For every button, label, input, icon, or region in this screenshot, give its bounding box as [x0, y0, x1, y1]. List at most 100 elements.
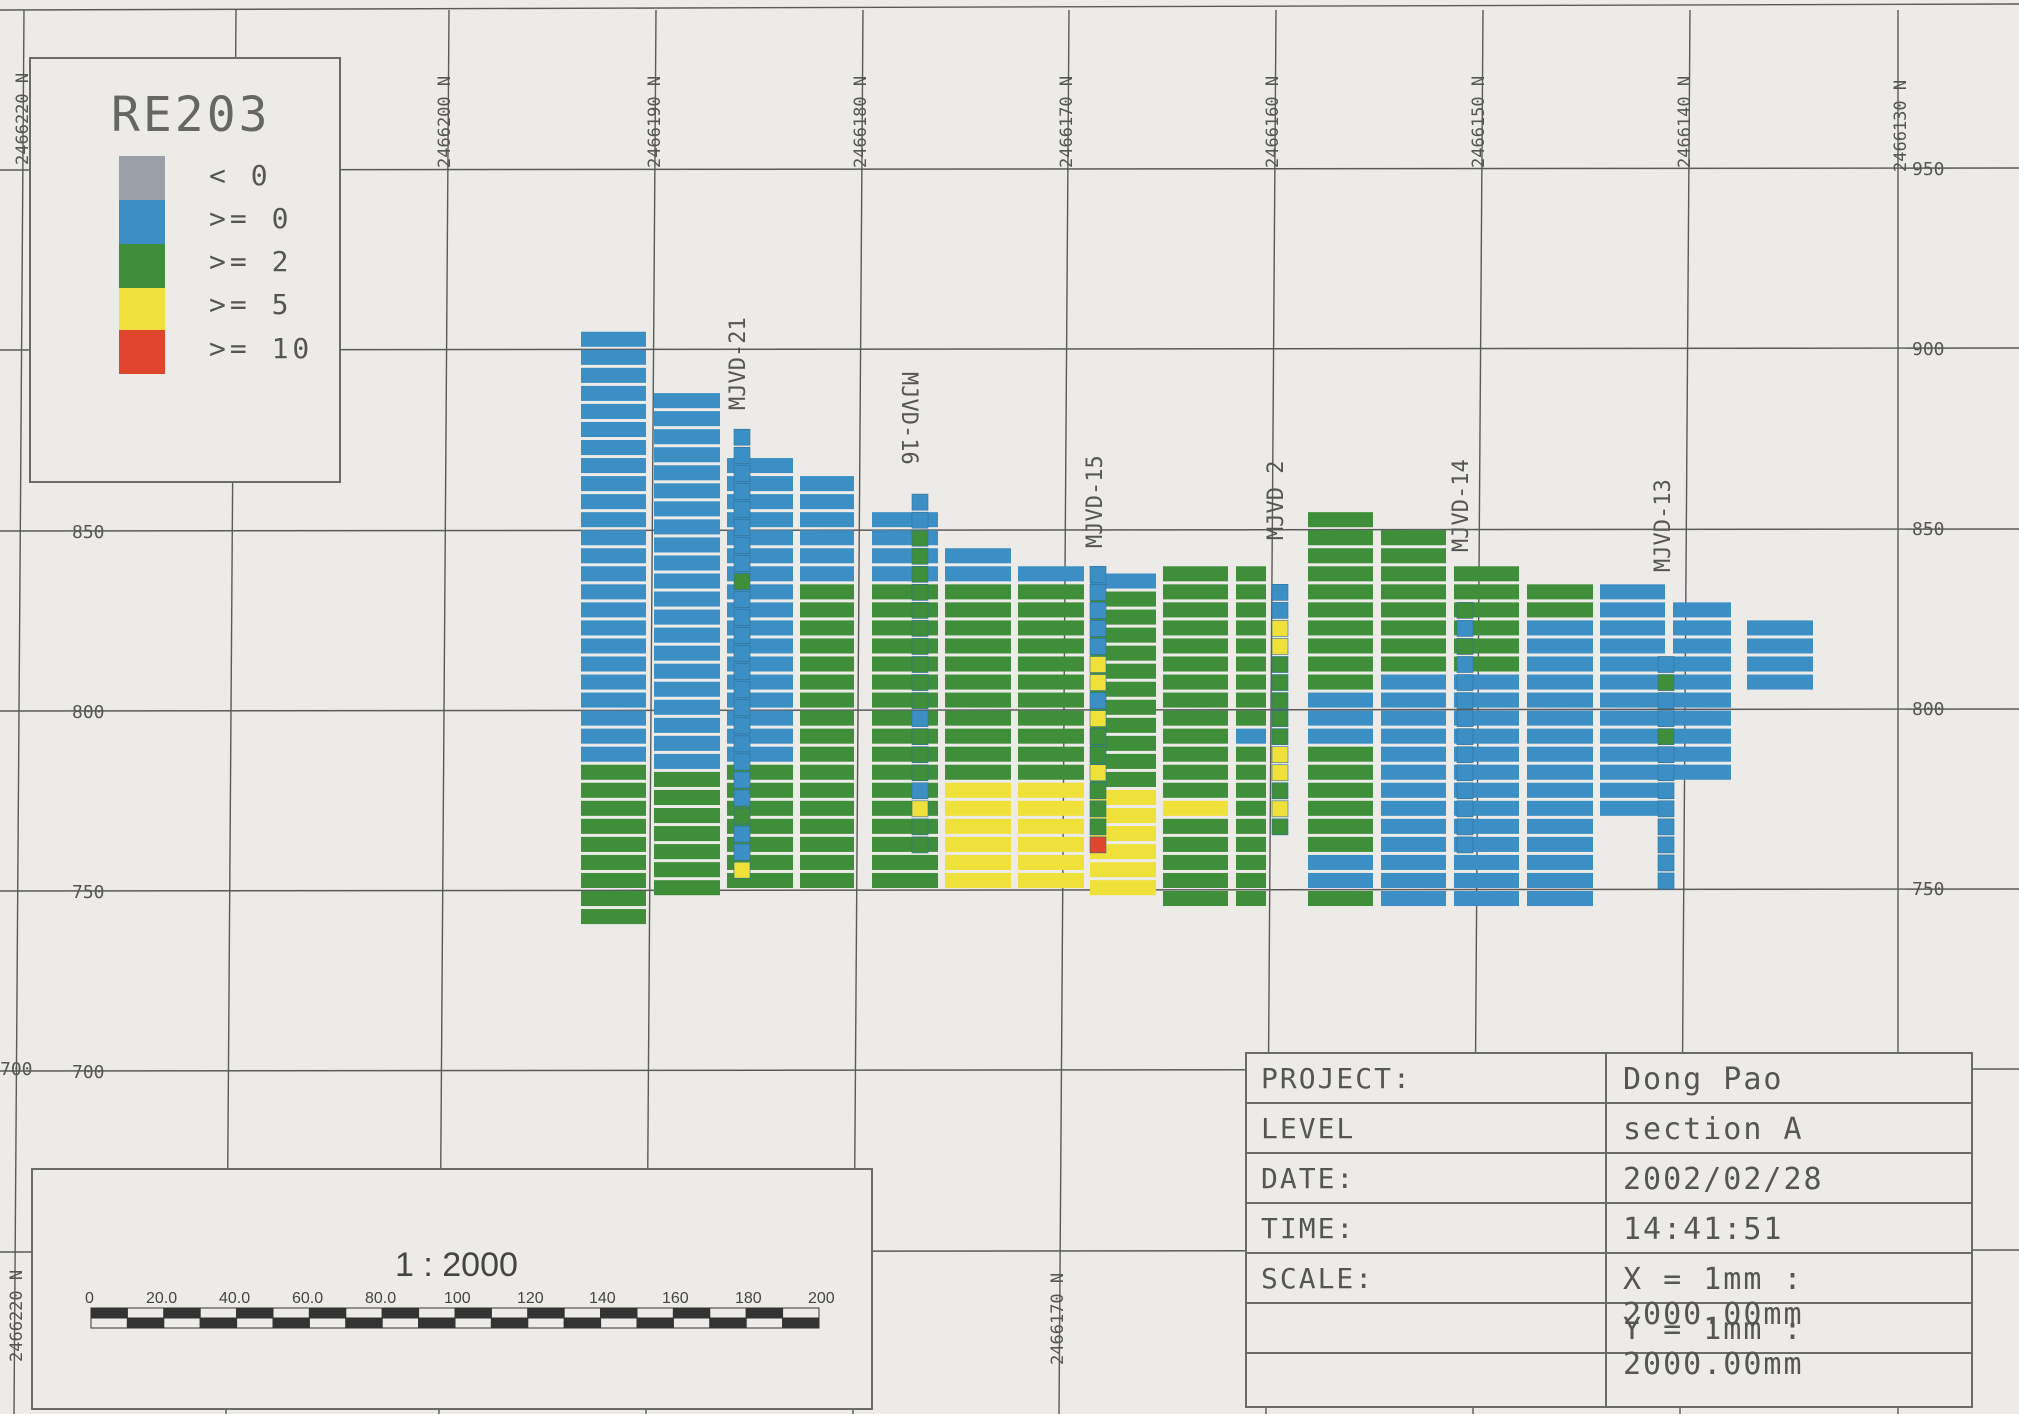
block-cell: [581, 710, 646, 726]
drillhole-interval: [1271, 638, 1289, 655]
drillhole-interval: [1089, 818, 1107, 836]
block-model: [581, 331, 1813, 925]
drillhole-interval: [1657, 854, 1675, 872]
drillhole-interval: [1271, 746, 1289, 764]
block-cell: [581, 403, 646, 419]
scale-segment: [672, 1317, 711, 1329]
block-cell: [1527, 620, 1593, 636]
drillhole-interval: [733, 717, 751, 735]
drillhole-interval: [733, 735, 751, 753]
block-cell: [1090, 862, 1156, 878]
block-cell: [1236, 872, 1266, 888]
scale-segment: [454, 1307, 492, 1319]
block-cell: [1236, 584, 1266, 600]
scale-segment: [600, 1307, 638, 1319]
title-row-level: LEVEL section A: [1247, 1104, 1971, 1154]
scale-segment: [199, 1317, 238, 1329]
block-cell: [581, 818, 646, 834]
block-cell: [581, 367, 646, 383]
scale-bar: [90, 1307, 820, 1329]
block-cell: [1018, 854, 1084, 870]
block-cell: [581, 331, 646, 347]
block-cell: [1018, 638, 1084, 654]
block-cell: [654, 844, 720, 860]
block-cell: [654, 519, 720, 535]
block-cell: [654, 735, 720, 751]
drillhole-interval: [733, 519, 751, 536]
block-cell: [800, 548, 854, 564]
block-cell: [1090, 645, 1156, 661]
drillhole-interval: [733, 428, 751, 446]
block-cell: [1527, 602, 1593, 618]
block-cell: [654, 483, 720, 499]
drillhole-interval: [1271, 800, 1289, 818]
drillhole-interval: [911, 565, 929, 583]
elevation-label-left: 700: [72, 1062, 105, 1083]
scale-segment: [345, 1307, 383, 1319]
elevation-label-right: 800: [1912, 699, 1945, 720]
drillhole-interval: [1271, 656, 1289, 673]
block-cell: [1308, 854, 1373, 870]
block-cell: [1018, 728, 1084, 744]
title-block: PROJECT: Dong Pao LEVEL section A DATE: …: [1245, 1052, 1973, 1408]
drillhole-interval: [1456, 818, 1474, 836]
block-cell: [654, 771, 720, 787]
block-cell: [1527, 728, 1593, 744]
block-cell: [1163, 836, 1228, 852]
block-cell: [945, 728, 1011, 744]
block-cell: [1673, 620, 1731, 636]
scale-segment: [490, 1307, 529, 1319]
block-cell: [1163, 674, 1228, 690]
drillhole-interval: [1657, 782, 1675, 800]
block-cell: [1454, 566, 1519, 582]
drillhole-interval: [1657, 692, 1675, 709]
block-cell: [1454, 872, 1519, 888]
block-cell: [581, 728, 646, 744]
drillhole-interval: [1456, 710, 1474, 727]
legend-swatch-below-0: [119, 156, 165, 200]
drillhole-interval: [1271, 818, 1289, 836]
block-cell: [1747, 620, 1813, 636]
drillhole-interval: [733, 699, 751, 717]
block-cell: [1381, 746, 1446, 762]
block-cell: [1163, 746, 1228, 762]
northing-line: [13, 9, 25, 1414]
drillhole-interval: [733, 753, 751, 771]
block-cell: [1308, 620, 1373, 636]
block-cell: [800, 782, 854, 798]
block-cell: [654, 465, 720, 481]
block-cell: [654, 753, 720, 769]
block-cell: [1673, 764, 1731, 780]
drillhole-interval: [733, 771, 751, 789]
scale-segment: [709, 1307, 747, 1319]
block-cell: [654, 591, 720, 607]
block-cell: [654, 627, 720, 643]
legend-title: RE203: [111, 87, 271, 143]
drillhole-interval: [733, 627, 751, 644]
block-cell: [1163, 710, 1228, 726]
northing-label: 2466180 N: [851, 76, 871, 168]
drillhole-interval: [1271, 764, 1289, 782]
block-cell: [1381, 674, 1446, 690]
block-cell: [945, 746, 1011, 762]
block-cell: [654, 699, 720, 715]
legend-swatch-2: [119, 244, 165, 288]
block-cell: [945, 584, 1011, 600]
block-cell: [1236, 710, 1266, 726]
scale-segment: [745, 1317, 784, 1329]
drillhole-interval: [1271, 710, 1289, 727]
block-cell: [581, 476, 646, 492]
drillhole-interval: [1657, 872, 1675, 890]
block-cell: [654, 609, 720, 625]
drillhole-interval: [1089, 800, 1107, 818]
block-cell: [1527, 584, 1593, 600]
drillhole-interval: [1456, 620, 1474, 637]
drillhole-interval: [911, 493, 929, 511]
block-cell: [1236, 746, 1266, 762]
block-cell: [654, 789, 720, 806]
block-cell: [581, 674, 646, 690]
drillhole-interval: [733, 861, 751, 879]
scale-segment: [672, 1307, 711, 1319]
drillhole-interval: [911, 584, 929, 601]
drillhole-interval: [1089, 692, 1107, 709]
